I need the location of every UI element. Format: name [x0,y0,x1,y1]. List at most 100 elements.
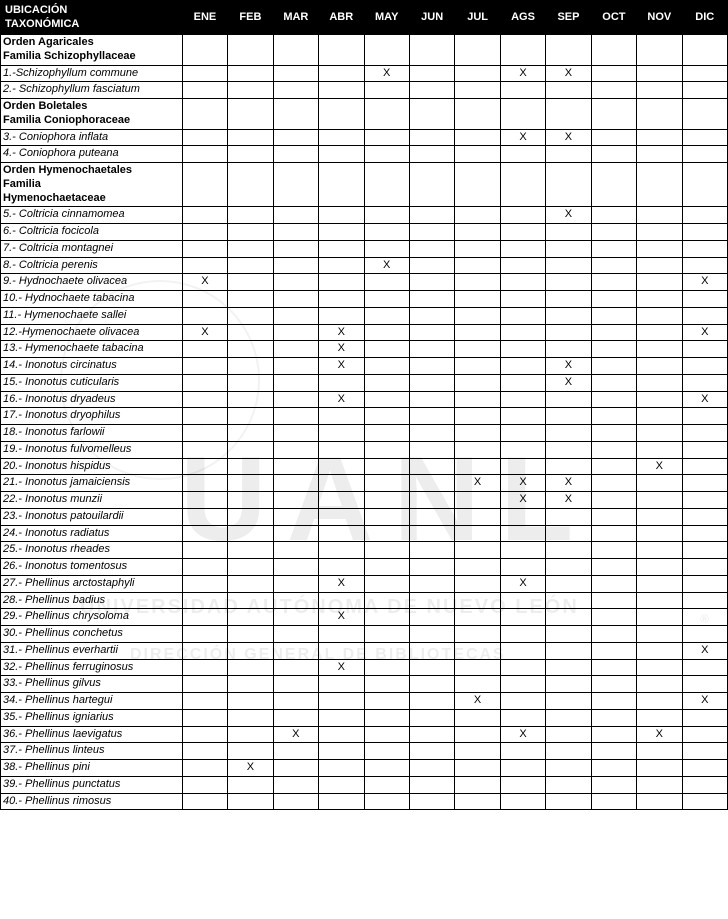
occurrence-cell [591,793,636,810]
occurrence-cell [364,307,409,324]
occurrence-cell [591,257,636,274]
taxonomy-group-row: Orden Boletales Familia Coniophoraceae [1,99,728,130]
occurrence-cell [182,224,227,241]
occurrence-cell [409,35,454,66]
occurrence-cell [500,341,545,358]
occurrence-cell [591,760,636,777]
occurrence-cell [319,65,364,82]
occurrence-cell [682,374,727,391]
occurrence-cell [455,542,500,559]
occurrence-cell [182,458,227,475]
occurrence-cell [364,99,409,130]
occurrence-cell [319,441,364,458]
occurrence-cell [455,609,500,626]
occurrence-cell [319,760,364,777]
occurrence-cell [364,129,409,146]
occurrence-cell [637,240,682,257]
occurrence-cell [455,760,500,777]
header-month: JUN [409,1,454,35]
species-name: 8.- Coltricia perenis [1,257,183,274]
occurrence-cell [319,307,364,324]
occurrence-cell [637,82,682,99]
occurrence-cell [455,224,500,241]
occurrence-cell [409,793,454,810]
occurrence-cell [228,291,273,308]
occurrence-cell [546,441,591,458]
occurrence-cell [182,659,227,676]
occurrence-cell [455,709,500,726]
species-row: 40.- Phellinus rimosus [1,793,728,810]
species-row: 12.-Hymenochaete olivaceaXXX [1,324,728,341]
occurrence-cell [182,559,227,576]
occurrence-cell [455,99,500,130]
occurrence-cell [364,358,409,375]
occurrence-cell [319,525,364,542]
occurrence-cell [637,163,682,207]
occurrence-cell: X [319,341,364,358]
occurrence-cell [682,760,727,777]
occurrence-cell [455,324,500,341]
occurrence-cell [273,559,318,576]
occurrence-cell [273,441,318,458]
occurrence-cell [637,257,682,274]
species-row: 24.- Inonotus radiatus [1,525,728,542]
occurrence-cell [228,35,273,66]
occurrence-cell [364,441,409,458]
occurrence-cell [637,575,682,592]
occurrence-cell [500,559,545,576]
table-header-row: UBICACIÓN TAXONÓMICA ENE FEB MAR ABR MAY… [1,1,728,35]
species-row: 1.-Schizophyllum communeXXX [1,65,728,82]
occurrence-cell [409,458,454,475]
species-name: 16.- Inonotus dryadeus [1,391,183,408]
occurrence-cell [228,391,273,408]
species-row: 28.- Phellinus badius [1,592,728,609]
occurrence-cell [273,508,318,525]
occurrence-cell: X [682,391,727,408]
occurrence-cell [546,425,591,442]
occurrence-cell [364,592,409,609]
occurrence-cell [228,659,273,676]
header-month: SEP [546,1,591,35]
species-name: 34.- Phellinus hartegui [1,693,183,710]
occurrence-cell: X [319,659,364,676]
occurrence-cell [546,146,591,163]
occurrence-cell [682,575,727,592]
occurrence-cell [182,240,227,257]
occurrence-cell [637,35,682,66]
occurrence-cell [500,146,545,163]
occurrence-cell [409,760,454,777]
occurrence-cell [182,508,227,525]
occurrence-cell [182,492,227,509]
header-month: ENE [182,1,227,35]
occurrence-cell: X [500,575,545,592]
species-name: 20.- Inonotus hispidus [1,458,183,475]
occurrence-cell [409,224,454,241]
occurrence-cell [591,146,636,163]
occurrence-cell [182,129,227,146]
occurrence-cell [409,525,454,542]
occurrence-cell [591,224,636,241]
occurrence-cell [591,709,636,726]
species-name: 13.- Hymenochaete tabacina [1,341,183,358]
occurrence-cell [273,35,318,66]
occurrence-cell [273,642,318,659]
occurrence-cell [682,542,727,559]
occurrence-cell [500,676,545,693]
header-month: FEB [228,1,273,35]
occurrence-cell [273,257,318,274]
occurrence-cell [182,793,227,810]
occurrence-cell [228,592,273,609]
species-row: 36.- Phellinus laevigatusXXX [1,726,728,743]
occurrence-cell [546,793,591,810]
occurrence-cell [546,659,591,676]
occurrence-cell [546,525,591,542]
occurrence-cell [637,146,682,163]
occurrence-cell [455,391,500,408]
occurrence-cell [364,458,409,475]
occurrence-cell [682,307,727,324]
occurrence-cell: X [546,129,591,146]
occurrence-cell: X [546,358,591,375]
occurrence-cell [273,274,318,291]
occurrence-cell [637,693,682,710]
occurrence-cell [182,425,227,442]
